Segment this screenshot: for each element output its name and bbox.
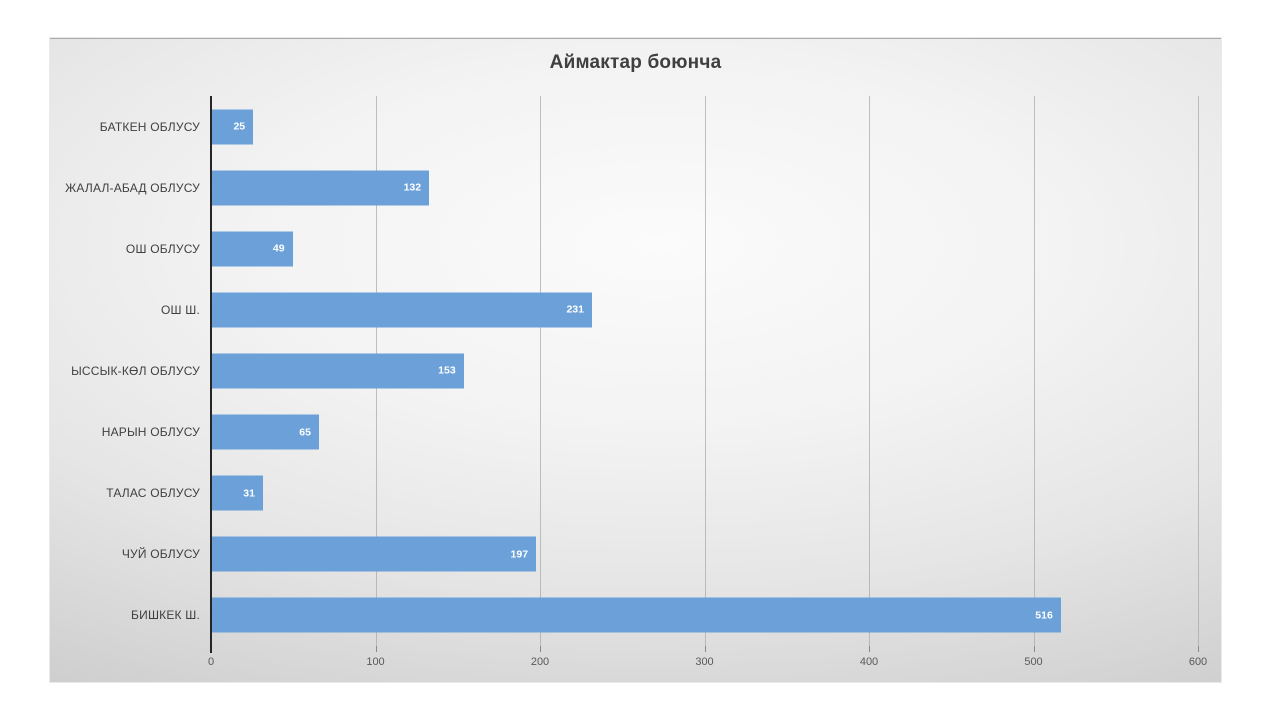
bar-value-label: 31 xyxy=(243,487,255,500)
chart-title: Аймактар боюнча xyxy=(549,52,722,73)
chart-frame: Аймактар боюнча 0 100 200 300 400 500 600 БАТКЕ… xyxy=(50,38,1221,682)
x-axis-tick-label: 0 xyxy=(207,656,215,668)
x-axis-tick xyxy=(540,646,541,652)
bar-value-label: 197 xyxy=(510,548,529,561)
bar: 153 xyxy=(212,353,464,389)
bar-value-label: 231 xyxy=(566,303,584,316)
x-axis-tick xyxy=(704,646,706,652)
category-label: ОШ ОБЛУСУ xyxy=(125,241,200,256)
x-axis-tick xyxy=(375,646,377,652)
category-label: ЧУЙ ОБЛУСУ xyxy=(121,547,200,562)
bar: 197 xyxy=(212,536,537,572)
x-axis-tick xyxy=(210,646,212,652)
gridline xyxy=(1198,96,1199,646)
value-axis-line xyxy=(210,96,212,653)
category-label: БАТКЕН ОБЛУСУ xyxy=(99,119,200,134)
bar-row: БИШКЕК Ш. 516 xyxy=(131,585,1198,646)
bar-row: ЖАЛАЛ-АБАД ОБЛУСУ 132 xyxy=(65,157,1198,218)
category-label: ЫССЫК-КӨЛ ОБЛУСУ xyxy=(71,363,200,378)
bar-row: БАТКЕН ОБЛУСУ 25 xyxy=(100,96,1198,157)
gridline xyxy=(1033,96,1035,646)
bar: 516 xyxy=(212,597,1061,633)
x-axis-tick-label: 400 xyxy=(859,656,879,668)
bar-value-label: 516 xyxy=(1035,609,1053,622)
bar-row: ОШ Ш. 231 xyxy=(161,279,1198,340)
x-axis-tick xyxy=(869,646,870,652)
bar-value-label: 65 xyxy=(299,426,311,439)
category-label: НАРЫН ОБЛУСУ xyxy=(101,425,200,440)
category-label: ТАЛАС ОБЛУСУ xyxy=(106,486,200,501)
bar: 65 xyxy=(212,414,319,450)
category-label: БИШКЕК Ш. xyxy=(131,608,200,623)
x-axis-tick-label: 100 xyxy=(366,656,385,668)
gridline xyxy=(704,96,706,646)
gridline xyxy=(540,96,541,646)
bar-row: ЧУЙ ОБЛУСУ 197 xyxy=(122,524,1198,585)
bar-value-label: 132 xyxy=(403,181,422,194)
x-axis-tick xyxy=(1198,646,1199,652)
bar: 231 xyxy=(212,292,592,328)
x-axis-tick-label: 300 xyxy=(695,656,714,668)
x-axis-tick-label: 600 xyxy=(1188,656,1208,668)
category-label: ЖАЛАЛ-АБАД ОБЛУСУ xyxy=(65,180,200,195)
bar-row: ЫССЫК-КӨЛ ОБЛУСУ 153 xyxy=(71,340,1198,401)
x-axis-tick xyxy=(1033,646,1035,652)
bar-row: ОШ ОБЛУСУ 49 xyxy=(126,218,1198,279)
bar-value-label: 49 xyxy=(272,242,285,255)
plot-area: 0 100 200 300 400 500 600 БАТКЕН ОБЛУСУ 25 ЖАЛАЛ-… xyxy=(65,96,1207,668)
bar-row: НАРЫН ОБЛУСУ 65 xyxy=(102,402,1198,463)
gridline xyxy=(869,96,870,646)
category-label: ОШ Ш. xyxy=(161,302,200,317)
bar: 132 xyxy=(212,170,430,206)
bar-value-label: 153 xyxy=(438,364,456,377)
bar: 49 xyxy=(212,231,293,267)
bar: 25 xyxy=(212,109,254,145)
bar: 31 xyxy=(212,475,263,511)
bar-value-label: 25 xyxy=(233,120,246,133)
x-axis-tick-label: 200 xyxy=(530,656,550,668)
x-axis-tick-label: 500 xyxy=(1024,656,1043,668)
bar-row: ТАЛАС ОБЛУСУ 31 xyxy=(106,463,1198,524)
